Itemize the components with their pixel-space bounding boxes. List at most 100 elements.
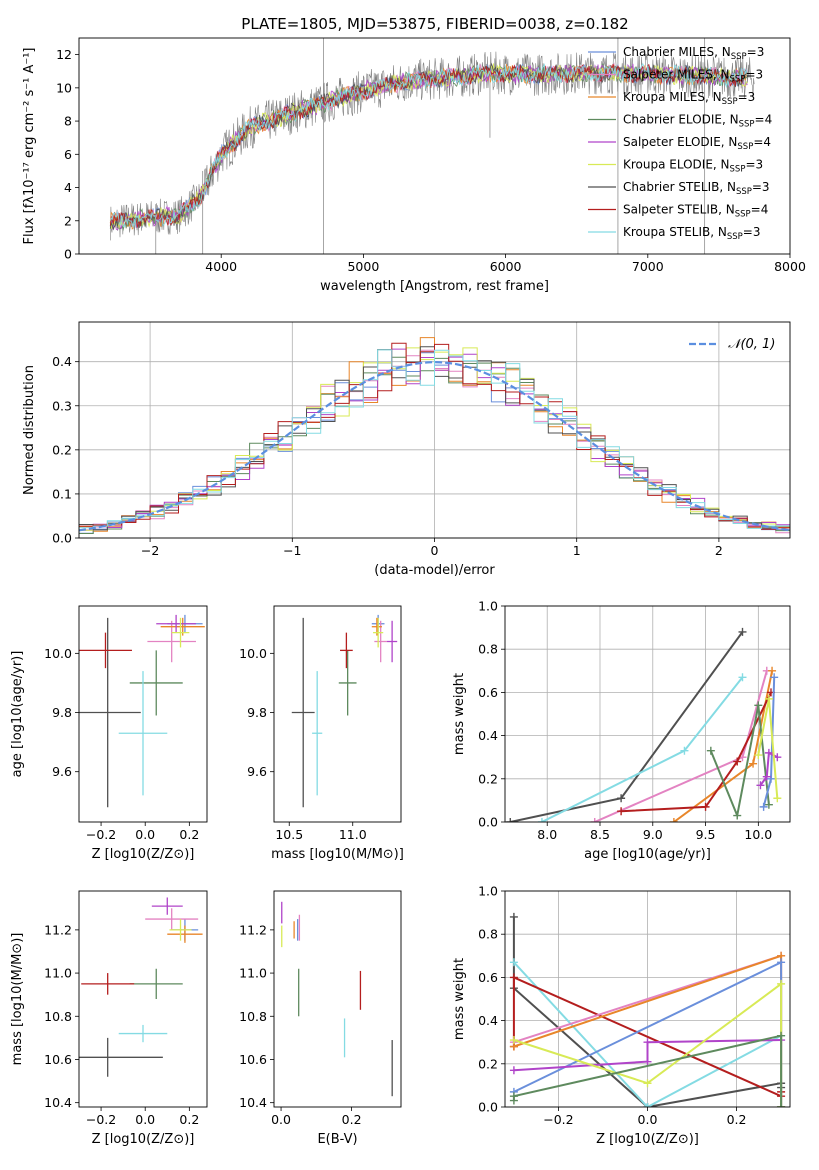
x-axis-label: wavelength [Angstrom, rest frame] xyxy=(320,279,549,294)
y-tick-label: 2 xyxy=(64,213,72,228)
weight-marker xyxy=(509,958,518,967)
x-axis-label: Z [log10(Z/Z⊙)] xyxy=(92,847,195,862)
weight-series-chabrier-stelib xyxy=(510,631,744,822)
weight-marker xyxy=(590,818,599,822)
y-tick-label: 0 xyxy=(64,247,72,262)
y-tick-label: 10 xyxy=(56,80,72,95)
legend-entry: Chabrier MILES, NSSP=3 xyxy=(623,45,764,62)
x-tick-label: −2 xyxy=(141,543,159,558)
x-tick-label: 1 xyxy=(573,543,581,558)
weight-marker xyxy=(509,1066,518,1075)
weight-marker xyxy=(617,794,626,803)
axes-frame xyxy=(504,890,791,1108)
spectrum-legend: Chabrier MILES, NSSP=3 Salpeter MILES, NS… xyxy=(588,45,772,242)
axes-frame xyxy=(273,605,402,823)
weight-vs-age-panel: 8.0 8.5 9.0 9.5 10.0 0.0 0.2 0.4 0.6 0.8 1.0 age [l… xyxy=(452,599,791,862)
weight-marker xyxy=(643,1103,652,1107)
x-tick-label: 0.0 xyxy=(135,1112,155,1127)
x-tick-label: −0.2 xyxy=(543,1112,573,1127)
y-axis-label: mass weight xyxy=(452,958,467,1040)
x-tick-label: 0.0 xyxy=(638,1112,658,1127)
weight-marker xyxy=(509,973,518,982)
x-tick-label: 4000 xyxy=(205,259,237,274)
y-tick-label: 0.3 xyxy=(52,398,72,413)
y-tick-label: 0.8 xyxy=(478,642,498,657)
error-bars xyxy=(79,897,203,1077)
x-tick-label: 6000 xyxy=(490,259,522,274)
weight-marker xyxy=(749,759,758,768)
y-tick-label: 0.0 xyxy=(52,531,72,546)
histogram-steps xyxy=(79,337,790,537)
axes-frame xyxy=(78,605,208,823)
legend-entry: Kroupa ELODIE, NSSP=3 xyxy=(623,158,763,175)
y-tick-label: 0.6 xyxy=(478,685,498,700)
weight-marker xyxy=(733,757,742,766)
axes-frame xyxy=(273,890,402,1108)
x-tick-label: −0.2 xyxy=(86,1112,116,1127)
y-tick-label: 10.0 xyxy=(239,646,267,661)
y-tick-label: 0.4 xyxy=(478,1013,498,1028)
x-tick-label: 0 xyxy=(431,543,439,558)
y-tick-label: 9.6 xyxy=(52,764,72,779)
histogram-kroupa-stelib xyxy=(79,349,790,534)
y-tick-label: 9.6 xyxy=(247,764,267,779)
weight-marker xyxy=(759,802,768,811)
y-tick-label: 0.0 xyxy=(478,815,498,830)
legend-entry: 𝒩(0, 1) xyxy=(728,337,775,352)
weight-marker xyxy=(701,802,710,811)
y-tick-label: 9.8 xyxy=(52,705,72,720)
legend-entry: Chabrier STELIB, NSSP=3 xyxy=(623,180,770,197)
y-tick-label: 10.6 xyxy=(239,1052,267,1067)
legend-entry: Kroupa STELIB, NSSP=3 xyxy=(623,225,761,242)
age-vs-mass-panel: 10.5 11.0 9.6 9.8 10.0 mass [log10(M/M⊙)] xyxy=(239,605,404,862)
y-axis-label: mass [log10(M/M⊙)] xyxy=(10,933,25,1066)
weight-marker xyxy=(509,1092,518,1101)
spectrum-panel: 4000 5000 6000 7000 8000 0 2 4 6 8 10 12 wavelength … xyxy=(22,37,806,294)
x-axis-label: mass [log10(M/M⊙)] xyxy=(271,847,404,862)
legend-entry: Salpeter MILES, NSSP=3 xyxy=(623,68,763,85)
y-tick-label: 10.4 xyxy=(44,1095,72,1110)
legend-entry: Salpeter STELIB, NSSP=4 xyxy=(623,203,768,220)
weight-vs-metallicity-panel: −0.2 0.0 0.2 0.0 0.2 0.4 0.6 0.8 1.0 Z [log10(Z/Z… xyxy=(452,884,791,1147)
age-vs-metallicity-panel: −0.2 0.0 0.2 9.6 9.8 10.0 Z [log10(Z/Z⊙)] age [… xyxy=(10,605,208,862)
weight-marker xyxy=(768,666,777,675)
y-tick-label: 0.8 xyxy=(478,927,498,942)
x-tick-label: 5000 xyxy=(347,259,379,274)
x-axis-label: age [log10(age/yr)] xyxy=(584,847,711,862)
normal-curve xyxy=(79,360,790,532)
y-tick-label: 4 xyxy=(64,180,72,195)
x-tick-label: 8000 xyxy=(774,259,806,274)
axes-frame xyxy=(78,321,791,539)
x-tick-label: 8.5 xyxy=(590,827,610,842)
spectrum-lines xyxy=(109,38,755,254)
y-tick-label: 0.2 xyxy=(478,771,498,786)
mass-vs-ebv-panel: 0.0 0.2 10.4 10.6 10.8 11.0 11.2 E(B-V) xyxy=(239,890,402,1147)
weight-marker xyxy=(764,694,773,703)
y-tick-label: 1.0 xyxy=(478,599,498,614)
weight-marker xyxy=(669,818,678,822)
y-tick-label: 0.1 xyxy=(52,486,72,501)
y-axis-label: mass weight xyxy=(452,673,467,755)
weight-marker xyxy=(777,1031,786,1040)
y-tick-label: 0.0 xyxy=(478,1100,498,1115)
weight-marker xyxy=(777,979,786,988)
weight-marker xyxy=(643,1057,652,1066)
x-tick-label: 10.0 xyxy=(744,827,772,842)
x-axis-label: (data-model)/error xyxy=(374,563,495,578)
x-tick-label: −0.2 xyxy=(86,827,116,842)
y-tick-label: 0.4 xyxy=(52,354,72,369)
y-tick-label: 10.4 xyxy=(239,1095,267,1110)
weight-marker xyxy=(777,958,786,967)
x-tick-label: 0.0 xyxy=(271,1112,291,1127)
legend-entry: Kroupa MILES, NSSP=3 xyxy=(623,90,755,107)
x-axis-label: Z [log10(Z/Z⊙)] xyxy=(596,1132,699,1147)
x-tick-label: −1 xyxy=(283,543,301,558)
y-tick-label: 11.0 xyxy=(44,966,72,981)
y-tick-label: 0.6 xyxy=(478,970,498,985)
weight-marker xyxy=(643,1038,652,1047)
y-axis-label: age [log10(age/yr)] xyxy=(10,651,25,778)
y-axis-label: Flux [fλ10⁻¹⁷ erg cm⁻² s⁻¹ A⁻¹] xyxy=(22,48,37,245)
axes-frame xyxy=(78,890,208,1108)
legend-entry: Chabrier ELODIE, NSSP=4 xyxy=(623,113,772,130)
